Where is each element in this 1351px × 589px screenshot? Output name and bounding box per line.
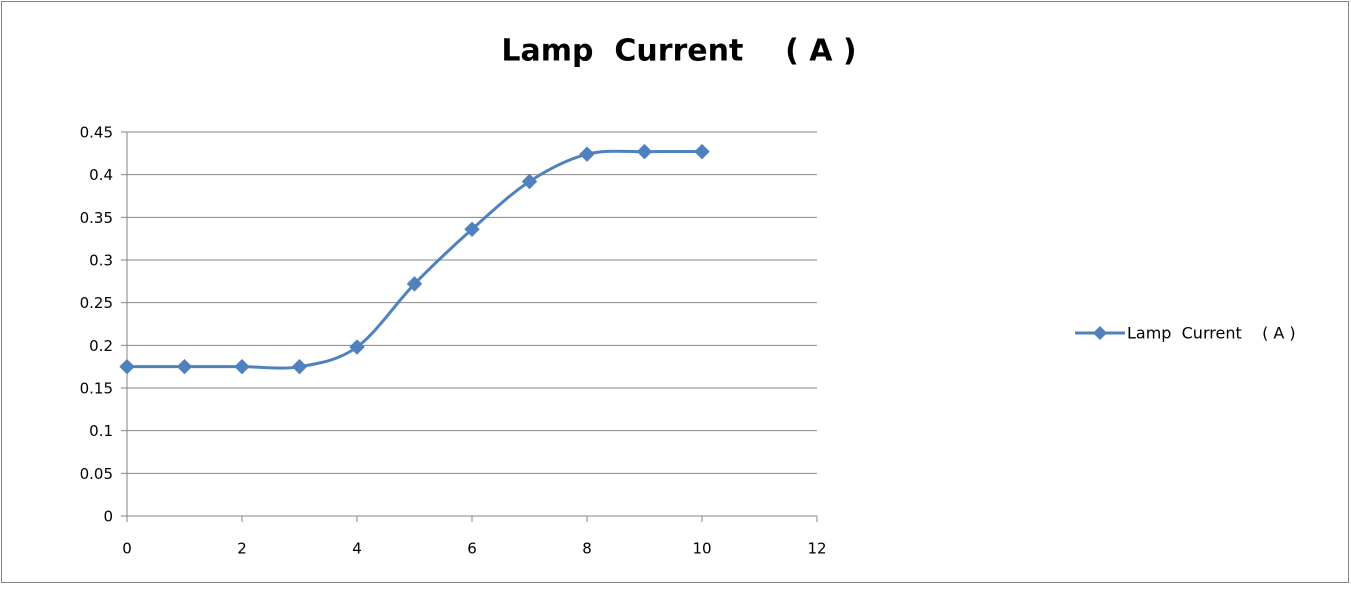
x-tick-label: 12	[807, 540, 826, 558]
y-tick-label: 0	[103, 508, 113, 526]
y-tick-label: 0.1	[89, 422, 113, 440]
data-point	[521, 173, 538, 190]
legend-label: Lamp Current ( A )	[1127, 324, 1296, 343]
y-tick-label: 0.2	[89, 337, 113, 355]
data-point	[234, 358, 250, 375]
data-point	[579, 146, 595, 162]
y-tick-label: 0.45	[80, 124, 113, 142]
y-tick-label: 0.3	[89, 252, 113, 270]
x-tick-label: 6	[467, 540, 477, 558]
y-tick-label: 0.4	[89, 166, 113, 184]
x-tick-label: 4	[352, 540, 362, 558]
x-tick-label: 2	[237, 540, 247, 558]
data-point	[349, 339, 365, 355]
legend-marker	[1093, 326, 1107, 340]
x-tick-label: 8	[582, 540, 592, 558]
data-point	[119, 358, 135, 375]
chart-title: Lamp Current ( A )	[501, 34, 856, 69]
data-point	[636, 143, 653, 160]
data-point	[291, 358, 308, 375]
x-tick-label: 0	[122, 540, 132, 558]
y-tick-label: 0.05	[80, 465, 113, 483]
y-tick-label: 0.25	[80, 294, 113, 312]
data-point	[176, 358, 193, 375]
y-tick-label: 0.35	[80, 209, 113, 227]
data-point	[694, 143, 710, 160]
data-point	[406, 276, 423, 292]
x-tick-label: 10	[692, 540, 711, 558]
data-point	[464, 221, 480, 237]
y-tick-label: 0.15	[80, 380, 113, 398]
